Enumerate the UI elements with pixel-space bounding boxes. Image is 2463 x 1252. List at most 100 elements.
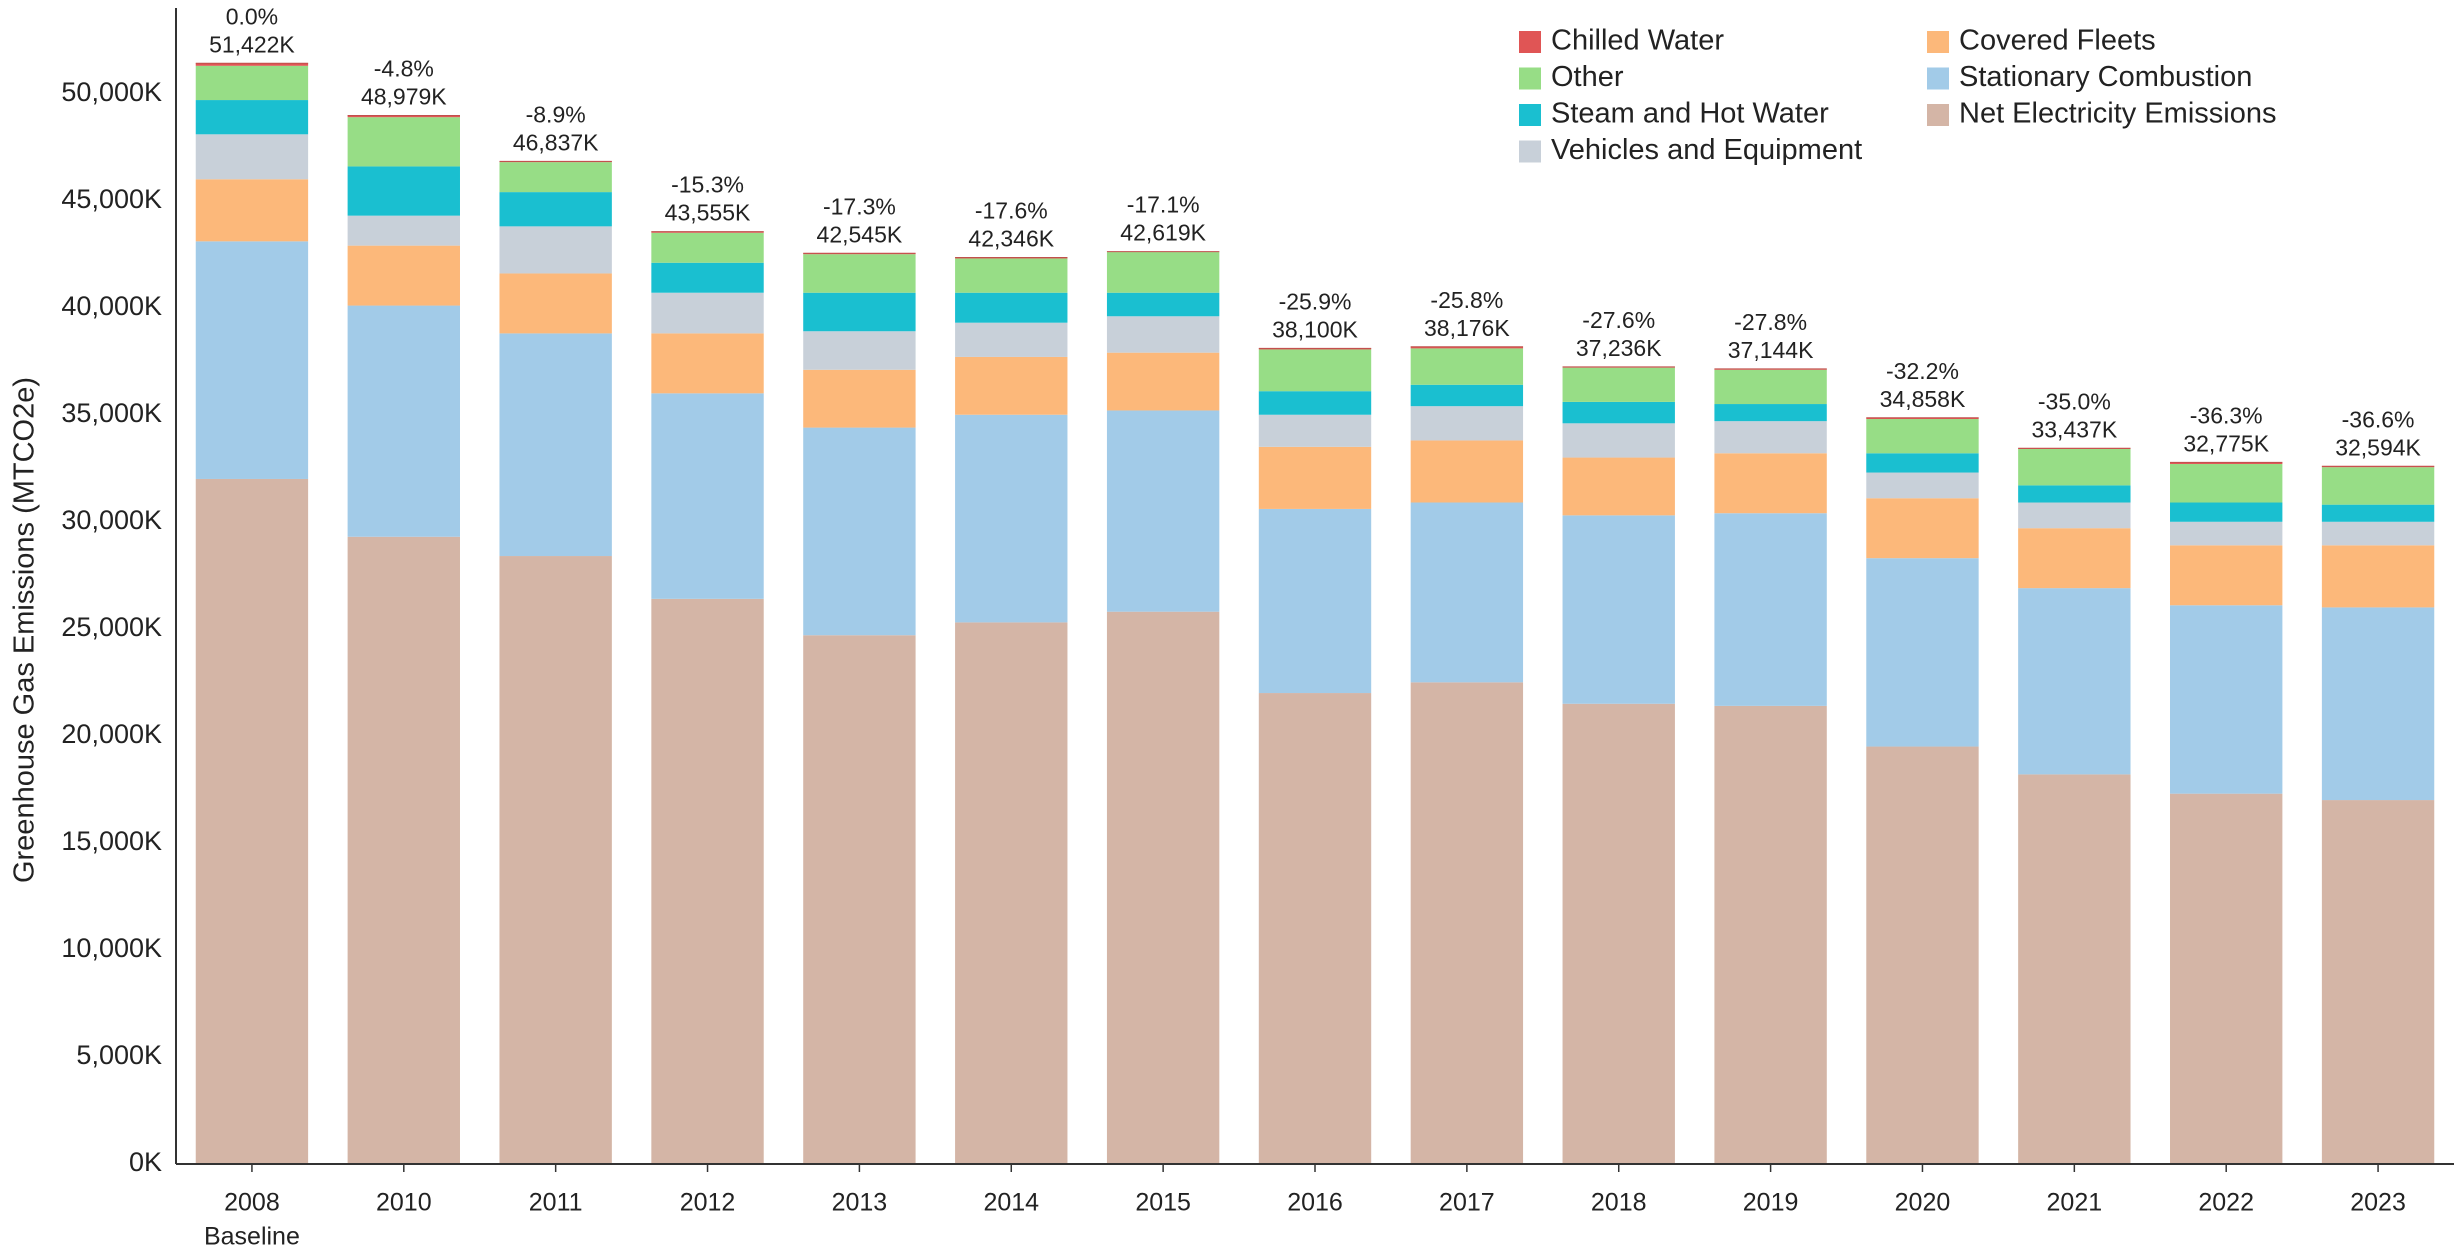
bar-segment bbox=[2018, 485, 2131, 503]
bar-segment bbox=[1714, 513, 1827, 706]
x-tick-label: 2013 bbox=[832, 1189, 888, 1217]
legend-swatch bbox=[1927, 104, 1949, 126]
bar-segment bbox=[347, 166, 460, 216]
total-label: 38,176K bbox=[1424, 315, 1510, 341]
bar-segment bbox=[347, 245, 460, 306]
total-label: 37,236K bbox=[1576, 335, 1662, 361]
total-label: 42,346K bbox=[968, 226, 1054, 252]
bar-segment bbox=[1562, 423, 1675, 458]
x-tick-label: 2011 bbox=[529, 1189, 583, 1217]
percent-label: -32.2% bbox=[1886, 358, 1959, 384]
bar-segment bbox=[1258, 508, 1372, 694]
percent-label: -36.6% bbox=[2342, 406, 2415, 432]
y-tick-label: 20,000K bbox=[61, 719, 162, 749]
bar-segment bbox=[499, 162, 612, 193]
bar-segment bbox=[1410, 682, 1524, 1164]
y-tick-label: 35,000K bbox=[61, 398, 162, 428]
bar-segment bbox=[2170, 463, 2283, 503]
bar-segment bbox=[1106, 292, 1220, 317]
legend-label: Net Electricity Emissions bbox=[1959, 98, 2276, 130]
bar-segment bbox=[1410, 440, 1524, 503]
bar-segment bbox=[1258, 414, 1372, 447]
bar-segment bbox=[499, 192, 612, 227]
y-tick-label: 45,000K bbox=[61, 184, 162, 214]
bar-segment bbox=[1866, 417, 1979, 420]
legend-label: Steam and Hot Water bbox=[1551, 98, 1829, 130]
legend-swatch bbox=[1927, 31, 1949, 53]
x-tick-label: 2012 bbox=[680, 1189, 736, 1217]
percent-label: -36.3% bbox=[2190, 402, 2263, 428]
bar-segment bbox=[803, 292, 916, 332]
bar-segment bbox=[1410, 406, 1524, 441]
bar-segment bbox=[499, 333, 612, 557]
y-tick-label: 15,000K bbox=[61, 826, 162, 856]
bar-segment bbox=[651, 232, 764, 263]
bar-segment bbox=[1410, 384, 1524, 407]
bar-segment bbox=[1562, 703, 1675, 1164]
bar-segment bbox=[651, 333, 764, 394]
legend-swatch bbox=[1519, 140, 1541, 163]
percent-label: -25.9% bbox=[1279, 288, 1352, 314]
bar-segment bbox=[1258, 349, 1372, 392]
total-label: 37,144K bbox=[1728, 337, 1814, 363]
bar-segment bbox=[1106, 410, 1220, 612]
bar-segment bbox=[1866, 419, 1979, 454]
x-tick-label: 2016 bbox=[1287, 1189, 1343, 1217]
bar-segment bbox=[955, 258, 1068, 293]
x-tick-label: 2014 bbox=[983, 1189, 1039, 1217]
bar-segment bbox=[2321, 607, 2435, 801]
total-label: 51,422K bbox=[209, 31, 295, 57]
percent-label: -27.6% bbox=[1582, 307, 1655, 333]
y-tick-label: 25,000K bbox=[61, 612, 162, 642]
bar-segment bbox=[195, 65, 309, 101]
bar-segment bbox=[1562, 457, 1675, 516]
percent-label: -15.3% bbox=[671, 172, 744, 198]
bar-segment bbox=[955, 414, 1068, 623]
bar-segment bbox=[1866, 472, 1979, 499]
legend-swatch bbox=[1519, 67, 1541, 90]
bar-segment bbox=[195, 478, 309, 1164]
bar-segment bbox=[2321, 467, 2435, 505]
bar-segment bbox=[1258, 391, 1372, 415]
legend-label: Covered Fleets bbox=[1959, 25, 2156, 57]
bar-segment bbox=[1410, 346, 1524, 349]
legend-label: Other bbox=[1551, 61, 1624, 93]
bar-segment bbox=[1106, 252, 1220, 293]
bar-segment bbox=[1866, 498, 1979, 559]
bar-segment bbox=[2321, 800, 2435, 1164]
bar-segment bbox=[1714, 369, 1827, 405]
bar-segment bbox=[2018, 528, 2131, 589]
bar-segment bbox=[2018, 774, 2131, 1164]
y-tick-label: 5,000K bbox=[76, 1040, 162, 1070]
percent-label: -25.8% bbox=[1430, 287, 1503, 313]
x-tick-sublabel: Baseline bbox=[204, 1223, 300, 1251]
percent-label: -4.8% bbox=[374, 56, 434, 82]
bar-segment bbox=[651, 231, 764, 233]
bar-segment bbox=[2018, 448, 2131, 486]
bar-segment bbox=[1866, 746, 1979, 1164]
bar-segment bbox=[195, 241, 309, 479]
bar-segment bbox=[195, 179, 309, 242]
y-tick-label: 40,000K bbox=[61, 291, 162, 321]
bar-segment bbox=[955, 322, 1068, 357]
bar-segment bbox=[1258, 446, 1372, 509]
bar-segment bbox=[1410, 502, 1524, 683]
total-label: 34,858K bbox=[1880, 386, 1966, 412]
bar-segment bbox=[499, 226, 612, 274]
x-tick-label: 2023 bbox=[2350, 1189, 2406, 1217]
bar-segment bbox=[1714, 404, 1827, 422]
total-label: 32,775K bbox=[2183, 430, 2269, 456]
bar-segment bbox=[955, 292, 1068, 323]
x-tick-label: 2015 bbox=[1135, 1189, 1191, 1217]
bar-segment bbox=[195, 100, 309, 135]
percent-label: -35.0% bbox=[2038, 388, 2111, 414]
bar-segment bbox=[499, 556, 612, 1164]
bar-segment bbox=[2018, 588, 2131, 775]
bar-segment bbox=[2321, 545, 2435, 608]
bar-segment bbox=[1714, 421, 1827, 454]
bar-segment bbox=[955, 356, 1068, 415]
bar-segment bbox=[347, 536, 460, 1164]
bar-segment bbox=[347, 215, 460, 246]
y-tick-label: 30,000K bbox=[61, 505, 162, 535]
